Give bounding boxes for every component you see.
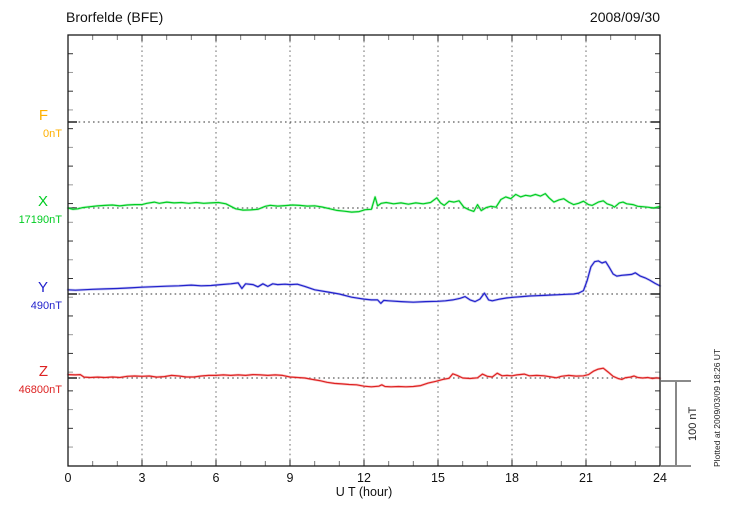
x-tick-label: 12 — [357, 471, 371, 485]
trace-X — [66, 192, 662, 214]
y-ticks — [68, 53, 660, 448]
channel-baseline-F: 0nT — [43, 128, 62, 140]
trace-Z — [66, 366, 662, 389]
x-tick-label: 21 — [579, 471, 593, 485]
plot-frame — [67, 34, 661, 467]
channel-baseline-Y: 490nT — [30, 300, 62, 312]
channel-label-X: X — [37, 193, 48, 210]
x-tick-label: 9 — [287, 471, 294, 485]
plot-date: 2008/09/30 — [589, 9, 660, 25]
station-title: Brorfelde (BFE) — [66, 9, 164, 25]
x-tick-label: 3 — [139, 471, 146, 485]
x-tick-labels: 0 3 6 9 12 15 18 21 24 — [65, 471, 667, 485]
x-tick-label: 18 — [505, 471, 519, 485]
channel-label-F: F — [38, 107, 48, 124]
channel-baseline-X: 17190nT — [18, 214, 62, 226]
channel-label-Y: Y — [37, 279, 48, 296]
scale-bar-label: 100 nT — [687, 406, 699, 442]
hour-gridlines — [141, 36, 587, 465]
channel-baseline-Z: 46800nT — [18, 384, 62, 396]
x-axis-title: U T (hour) — [335, 485, 393, 499]
x-tick-label: 15 — [431, 471, 445, 485]
x-tick-label: 0 — [65, 471, 72, 485]
x-tick-label: 24 — [653, 471, 667, 485]
channel-label-Z: Z — [38, 363, 48, 380]
plotted-at-note: Plotted at 2009/03/09 18:26 UT — [712, 348, 722, 467]
trace-Y — [66, 259, 662, 305]
scale-bar — [661, 380, 691, 467]
x-tick-label: 6 — [213, 471, 220, 485]
